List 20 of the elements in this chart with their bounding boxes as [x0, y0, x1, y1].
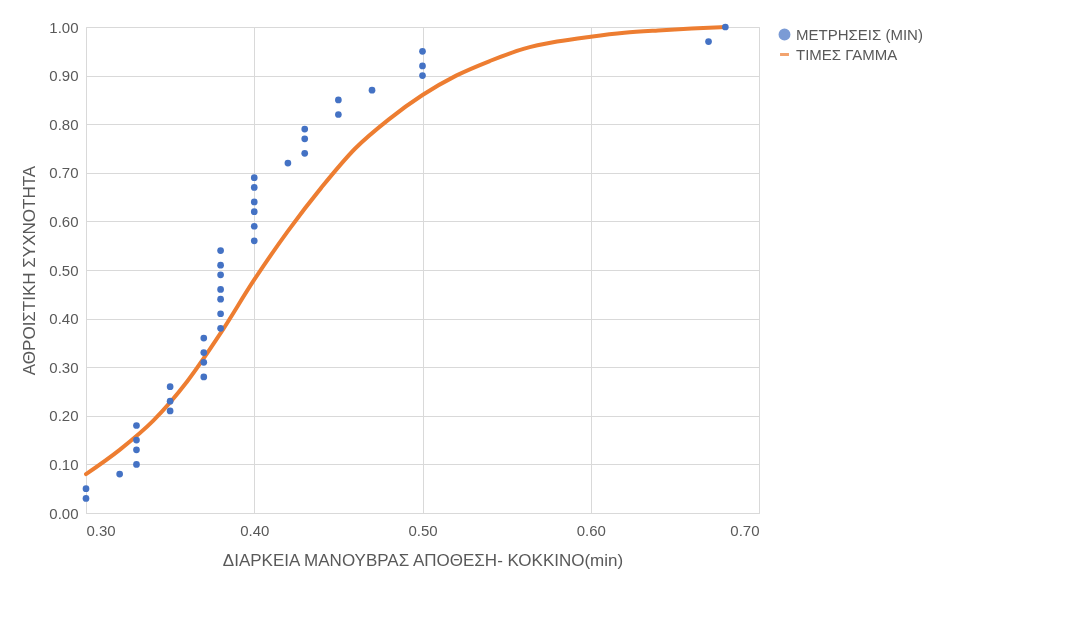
- y-tick-label: 0.30: [49, 358, 79, 376]
- legend-label: ΜΕΤΡΗΣΕΙΣ (MIN): [796, 25, 923, 43]
- x-tick-label: 0.70: [730, 521, 760, 539]
- x-tick-label: 0.30: [86, 521, 116, 539]
- y-tick-label: 0.50: [49, 261, 79, 279]
- y-tick-label: 1.00: [49, 18, 79, 36]
- y-tick-label: 0.90: [49, 67, 79, 85]
- y-axis-title: ΑΘΡΟΙΣΤΙΚΗ ΣΥΧΝΟΤΗΤΑ: [20, 165, 40, 376]
- x-tick-label: 0.50: [408, 521, 438, 539]
- y-tick-label: 0.10: [49, 455, 79, 473]
- y-tick-label: 0.20: [49, 407, 79, 425]
- x-axis-title: ΔΙΑΡΚΕΙΑ ΜΑΝΟΥΒΡΑΣ ΑΠΟΘΕΣΗ- ΚΟΚΚΙΝΟ(min): [222, 550, 624, 570]
- y-tick-label: 0.00: [49, 504, 79, 522]
- x-tick-label: 0.60: [576, 521, 606, 539]
- y-tick-label: 0.70: [49, 164, 79, 182]
- y-tick-label: 0.40: [49, 310, 79, 328]
- y-tick-label: 0.60: [49, 212, 79, 230]
- legend-label: ΤΙΜΕΣ ΓΑΜΜΑ: [796, 45, 898, 63]
- x-tick-label: 0.40: [240, 521, 270, 539]
- y-tick-label: 0.80: [49, 115, 79, 133]
